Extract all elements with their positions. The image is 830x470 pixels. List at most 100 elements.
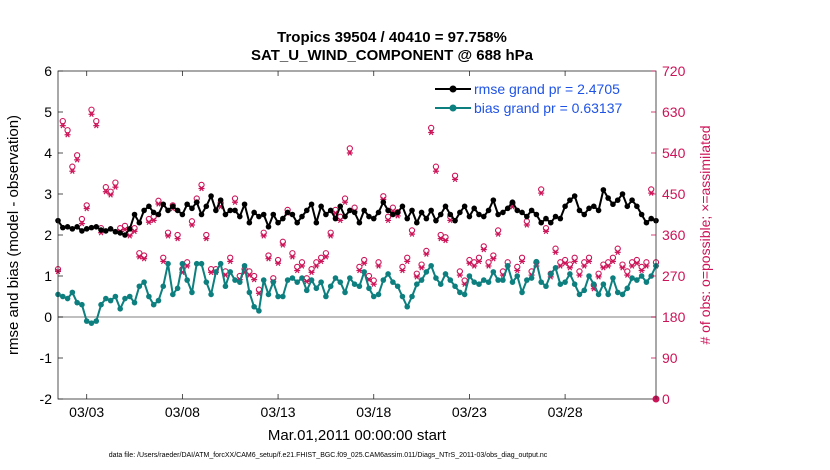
obs-assimilated-marker <box>313 263 320 269</box>
rmse-point <box>59 224 66 231</box>
bias-point <box>174 285 181 292</box>
bias-point <box>184 277 190 283</box>
obs-possible-marker <box>188 218 196 225</box>
obs-assimilated-marker <box>609 258 616 265</box>
rmse-point <box>150 209 157 216</box>
obs-possible-marker <box>64 127 71 134</box>
bias-point <box>370 293 377 300</box>
rmse-point <box>103 228 109 234</box>
rmse-point <box>165 207 171 214</box>
bias-point <box>514 273 521 279</box>
bias-point <box>471 279 478 285</box>
bias-point <box>217 260 224 267</box>
legend-rmse-label: rmse grand pr = 2.4705 <box>474 81 620 97</box>
x-tick-label: 03/23 <box>452 404 487 420</box>
rmse-point <box>634 203 640 210</box>
rmse-point <box>466 213 473 220</box>
obs-possible-marker <box>73 152 81 159</box>
obs-assimilated-marker <box>308 269 315 276</box>
bias-point <box>150 301 157 308</box>
bias-point <box>591 281 597 288</box>
bias-point <box>600 281 607 288</box>
rmse-point <box>528 207 535 214</box>
obs-assimilated-marker <box>59 122 66 129</box>
obs-assimilated-marker <box>375 263 382 269</box>
rmse-point <box>155 211 162 218</box>
bias-point <box>366 285 372 292</box>
obs-assimilated-marker <box>557 263 564 269</box>
bias-point <box>332 275 339 281</box>
bias-point <box>198 260 205 267</box>
obs-assimilated-marker <box>619 265 626 271</box>
obs-possible-marker <box>399 263 406 271</box>
obs-assimilated-marker <box>600 265 607 271</box>
bias-point <box>447 277 454 283</box>
bias-point <box>404 303 411 310</box>
obs-possible-marker <box>609 254 617 261</box>
bias-point <box>294 279 301 285</box>
rmse-point <box>74 224 80 230</box>
obs-assimilated-marker <box>519 258 526 265</box>
rmse-point <box>619 191 626 197</box>
rmse-point <box>533 211 540 218</box>
rmse-point <box>117 230 123 236</box>
rmse-point <box>581 211 588 218</box>
rmse-point <box>332 215 339 222</box>
obs-assimilated-marker <box>418 265 425 271</box>
obs-possible-marker <box>78 215 86 223</box>
obs-possible-marker <box>494 227 502 234</box>
rmse-point <box>112 228 119 235</box>
y-tick-label: -2 <box>40 391 53 407</box>
obs-possible-marker <box>298 259 306 266</box>
obs-assimilated-marker <box>542 228 549 235</box>
bias-point <box>500 277 506 283</box>
obs-assimilated-marker <box>203 235 210 242</box>
obs-assimilated-marker <box>174 235 181 242</box>
bias-point <box>586 273 592 279</box>
obs-possible-marker <box>341 195 349 202</box>
obs-assimilated-marker <box>643 263 650 269</box>
rmse-point <box>576 207 583 214</box>
bias-point <box>375 291 382 298</box>
bias-point <box>567 271 573 277</box>
legend-bias-marker <box>449 104 457 112</box>
x-tick-label: 03/18 <box>356 404 391 420</box>
bias-point <box>313 285 320 292</box>
bias-point <box>122 295 128 302</box>
bias-point <box>638 273 645 279</box>
rmse-point <box>509 199 516 205</box>
rmse-point <box>69 226 76 232</box>
rmse-point <box>265 224 272 230</box>
rmse-point <box>174 207 181 214</box>
bias-point <box>581 287 588 294</box>
obs-assimilated-marker <box>150 217 157 224</box>
obs-assimilated-marker <box>294 267 301 274</box>
obs-assimilated-marker <box>64 132 71 138</box>
obs-assimilated-marker <box>342 199 349 205</box>
rmse-point <box>170 203 176 210</box>
obs-assimilated-marker <box>413 274 420 280</box>
legend-bias-label: bias grand pr = 0.63137 <box>474 100 622 116</box>
bias-point <box>619 291 626 298</box>
bias-point <box>394 283 401 290</box>
bias-point <box>318 279 324 285</box>
rmse-point <box>433 217 439 224</box>
obs-possible-marker <box>121 222 129 230</box>
y-tick-label: 2 <box>44 227 52 243</box>
rmse-point <box>141 207 147 214</box>
obs-possible-marker <box>571 254 578 261</box>
bias-point <box>595 291 602 298</box>
bias-point <box>605 291 611 298</box>
bias-point <box>189 289 195 296</box>
rmse-point <box>452 217 458 224</box>
bias-point <box>275 293 281 300</box>
bias-point <box>59 293 66 300</box>
bias-point <box>476 281 482 288</box>
bias-point <box>504 262 511 269</box>
rmse-point <box>638 211 645 218</box>
bias-point <box>227 269 234 275</box>
obs-assimilated-marker <box>78 220 85 227</box>
rmse-point <box>629 197 635 203</box>
obs-assimilated-marker <box>184 263 191 269</box>
rmse-point <box>600 187 607 193</box>
